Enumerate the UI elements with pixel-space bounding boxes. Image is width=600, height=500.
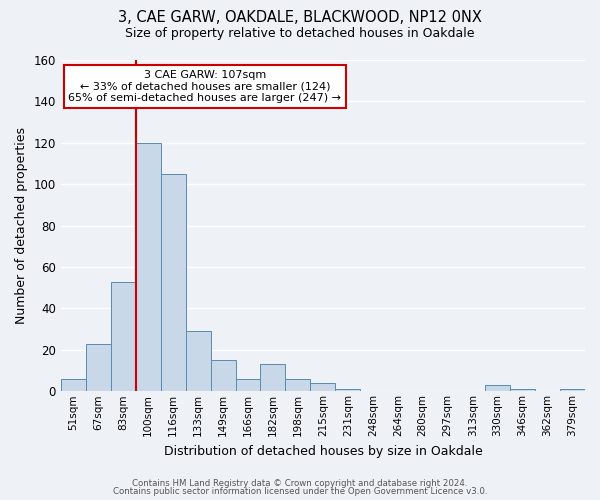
Bar bbox=[86, 344, 111, 392]
X-axis label: Distribution of detached houses by size in Oakdale: Distribution of detached houses by size … bbox=[164, 444, 482, 458]
Bar bbox=[485, 385, 510, 392]
Bar bbox=[510, 389, 535, 392]
Bar bbox=[211, 360, 236, 392]
Bar bbox=[185, 331, 211, 392]
Y-axis label: Number of detached properties: Number of detached properties bbox=[15, 127, 28, 324]
Text: 3, CAE GARW, OAKDALE, BLACKWOOD, NP12 0NX: 3, CAE GARW, OAKDALE, BLACKWOOD, NP12 0N… bbox=[118, 10, 482, 25]
Text: Contains public sector information licensed under the Open Government Licence v3: Contains public sector information licen… bbox=[113, 487, 487, 496]
Bar bbox=[61, 379, 86, 392]
Bar bbox=[111, 282, 136, 392]
Bar bbox=[161, 174, 185, 392]
Text: 3 CAE GARW: 107sqm
← 33% of detached houses are smaller (124)
65% of semi-detach: 3 CAE GARW: 107sqm ← 33% of detached hou… bbox=[68, 70, 341, 103]
Bar bbox=[335, 389, 361, 392]
Bar bbox=[286, 379, 310, 392]
Bar bbox=[310, 383, 335, 392]
Text: Contains HM Land Registry data © Crown copyright and database right 2024.: Contains HM Land Registry data © Crown c… bbox=[132, 478, 468, 488]
Bar bbox=[260, 364, 286, 392]
Bar bbox=[560, 389, 585, 392]
Text: Size of property relative to detached houses in Oakdale: Size of property relative to detached ho… bbox=[125, 28, 475, 40]
Bar bbox=[236, 379, 260, 392]
Bar bbox=[136, 143, 161, 392]
